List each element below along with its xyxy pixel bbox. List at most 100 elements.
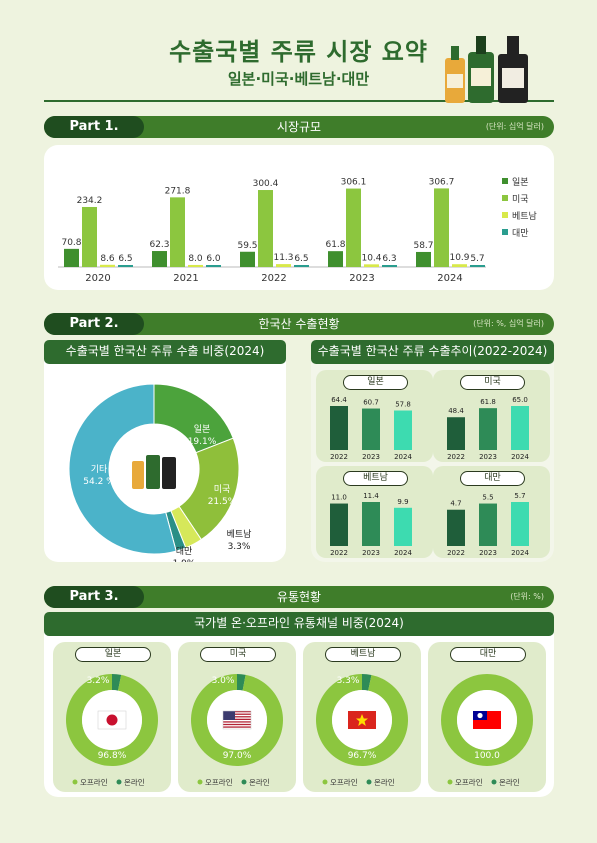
bar-value-label: 6.5 <box>294 254 308 264</box>
bar-value-label: 61.8 <box>325 240 345 250</box>
bar-대만-2023 <box>382 265 397 267</box>
trend-bar <box>394 410 412 450</box>
x-tick-label: 2020 <box>85 273 110 284</box>
legend-online-dot <box>491 779 497 785</box>
bar-value-label: 306.7 <box>429 177 455 187</box>
bar-value-label: 271.8 <box>165 186 191 196</box>
channel-donut-svg: 100.0 오프라인 온라인 <box>441 674 533 787</box>
legend-label: 베트남 <box>512 211 537 222</box>
channel-donut-title: 대만 <box>450 647 526 662</box>
slice-label: 대만 <box>176 546 193 557</box>
trend-chart-title: 베트남 <box>343 471 408 486</box>
online-slice <box>237 674 246 691</box>
slice-value: 3.3% <box>228 542 251 552</box>
bar-미국-2020 <box>82 206 97 267</box>
legend-online-dot <box>366 779 372 785</box>
trend-chart-svg: 64.4 2022 60.7 2023 57.8 2024 <box>330 396 412 461</box>
trend-bar <box>330 406 348 450</box>
bar-value-label: 234.2 <box>77 196 103 206</box>
taiwan-flag-icon <box>473 711 501 729</box>
trend-bar-value: 61.8 <box>480 398 496 406</box>
slice-label: 미국 <box>214 484 231 495</box>
bar-베트남-2024 <box>452 264 467 267</box>
trend-x-label: 2022 <box>447 549 465 557</box>
bar-value-label: 59.5 <box>237 241 257 251</box>
page-subtitle: 일본·미국·베트남·대만 <box>227 70 370 88</box>
legend-offline-label: 오프라인 <box>330 777 358 787</box>
legend-swatch <box>502 195 508 201</box>
part2-title: 한국산 수출현황 <box>258 317 340 331</box>
x-tick-label: 2024 <box>437 273 462 284</box>
trend-bar-value: 11.0 <box>331 494 347 502</box>
legend-swatch <box>502 229 508 235</box>
trend-bar-value: 4.7 <box>450 500 461 508</box>
slice-value: 54.2 % <box>83 477 115 487</box>
trend-bar <box>394 507 412 546</box>
trend-x-label: 2023 <box>362 453 380 461</box>
channel-donut-title: 미국 <box>200 647 276 662</box>
bar-일본-2022 <box>240 251 255 267</box>
trend-chart-svg: 48.4 2022 61.8 2023 65.0 2024 <box>447 396 529 461</box>
offline-value-label: 97.0% <box>223 751 252 761</box>
bar-value-label: 10.4 <box>361 253 381 263</box>
trend-chart-svg: 4.7 2022 5.5 2023 5.7 2024 <box>447 492 529 557</box>
offline-slice <box>316 674 408 766</box>
bar-베트남-2021 <box>188 264 203 267</box>
trend-bar <box>511 406 529 450</box>
bar-베트남-2020 <box>100 264 115 267</box>
trend-bar-value: 9.9 <box>397 498 408 506</box>
bar-베트남-2023 <box>364 264 379 267</box>
bar-value-label: 5.7 <box>470 254 484 264</box>
bar-미국-2022 <box>258 190 273 267</box>
export-trend-heading: 수출국별 한국산 주류 수출추이(2022-2024) <box>311 340 554 364</box>
bar-대만-2022 <box>294 265 309 267</box>
legend-swatch <box>502 178 508 184</box>
bar-대만-2021 <box>206 265 221 267</box>
bar-미국-2023 <box>346 188 361 267</box>
trend-bar <box>447 417 465 450</box>
online-slice <box>362 674 372 691</box>
page-title: 수출국별 주류 시장 요약 <box>169 38 428 66</box>
bar-value-label: 8.6 <box>100 254 115 264</box>
part1-bar: Part 1. 시장규모 (단위: 십억 달러) <box>44 116 554 138</box>
channel-donut-베트남: 베트남 3.3% 96.7% 오프라인 온라인 <box>303 642 421 792</box>
trend-x-label: 2022 <box>330 549 348 557</box>
usa-flag-icon <box>222 710 252 730</box>
bar-일본-2023 <box>328 251 343 267</box>
bottles-icon <box>132 455 176 489</box>
trend-chart-일본: 일본 64.4 2022 60.7 2023 57.8 2024 <box>316 370 433 462</box>
bar-value-label: 6.0 <box>206 254 221 264</box>
slice-label: 베트남 <box>227 529 252 540</box>
japan-flag-icon <box>97 710 127 730</box>
part2-bar: Part 2. 한국산 수출현황 (단위: %, 십억 달러) <box>44 313 554 335</box>
slice-value: 1.9% <box>173 559 196 562</box>
donut-slice-기타 <box>68 383 177 555</box>
legend-offline-dot <box>197 779 203 785</box>
bar-value-label: 6.5 <box>118 254 132 264</box>
market-size-card: 70.8 234.2 8.6 6.5 2020 62.3 271.8 8.0 6.0 2021 59… <box>44 145 554 290</box>
channel-donut-title: 일본 <box>75 647 151 662</box>
offline-value-label: 100.0 <box>474 751 500 761</box>
bar-value-label: 10.9 <box>449 253 469 263</box>
legend-offline-label: 오프라인 <box>205 777 233 787</box>
part3-title: 유통현황 <box>276 590 322 604</box>
legend-offline-dot <box>322 779 328 785</box>
trend-chart-미국: 미국 48.4 2022 61.8 2023 65.0 2024 <box>433 370 550 462</box>
part3-label: Part 3. <box>44 586 144 608</box>
offline-slice <box>441 674 533 766</box>
trend-x-label: 2023 <box>479 549 497 557</box>
channel-donut-svg: 3.3% 96.7% 오프라인 온라인 <box>316 674 408 787</box>
x-tick-label: 2022 <box>261 273 286 284</box>
part3-bar: Part 3. 유통현황 (단위: %) <box>44 586 554 608</box>
trend-chart-대만: 대만 4.7 2022 5.5 2023 5.7 2024 <box>433 466 550 558</box>
online-value-label: 3.2% <box>87 676 110 686</box>
legend-offline-dot <box>447 779 453 785</box>
trend-bar-value: 65.0 <box>512 396 528 404</box>
bar-value-label: 8.0 <box>188 254 203 264</box>
channel-share-heading: 국가별 온·오프라인 유통채널 비중(2024) <box>44 612 554 636</box>
bar-일본-2020 <box>64 248 79 267</box>
slice-label: 기타 <box>91 464 108 475</box>
legend-online-dot <box>241 779 247 785</box>
channel-donut-svg: 3.2% 96.8% 오프라인 온라인 <box>66 674 158 787</box>
trend-x-label: 2022 <box>447 453 465 461</box>
